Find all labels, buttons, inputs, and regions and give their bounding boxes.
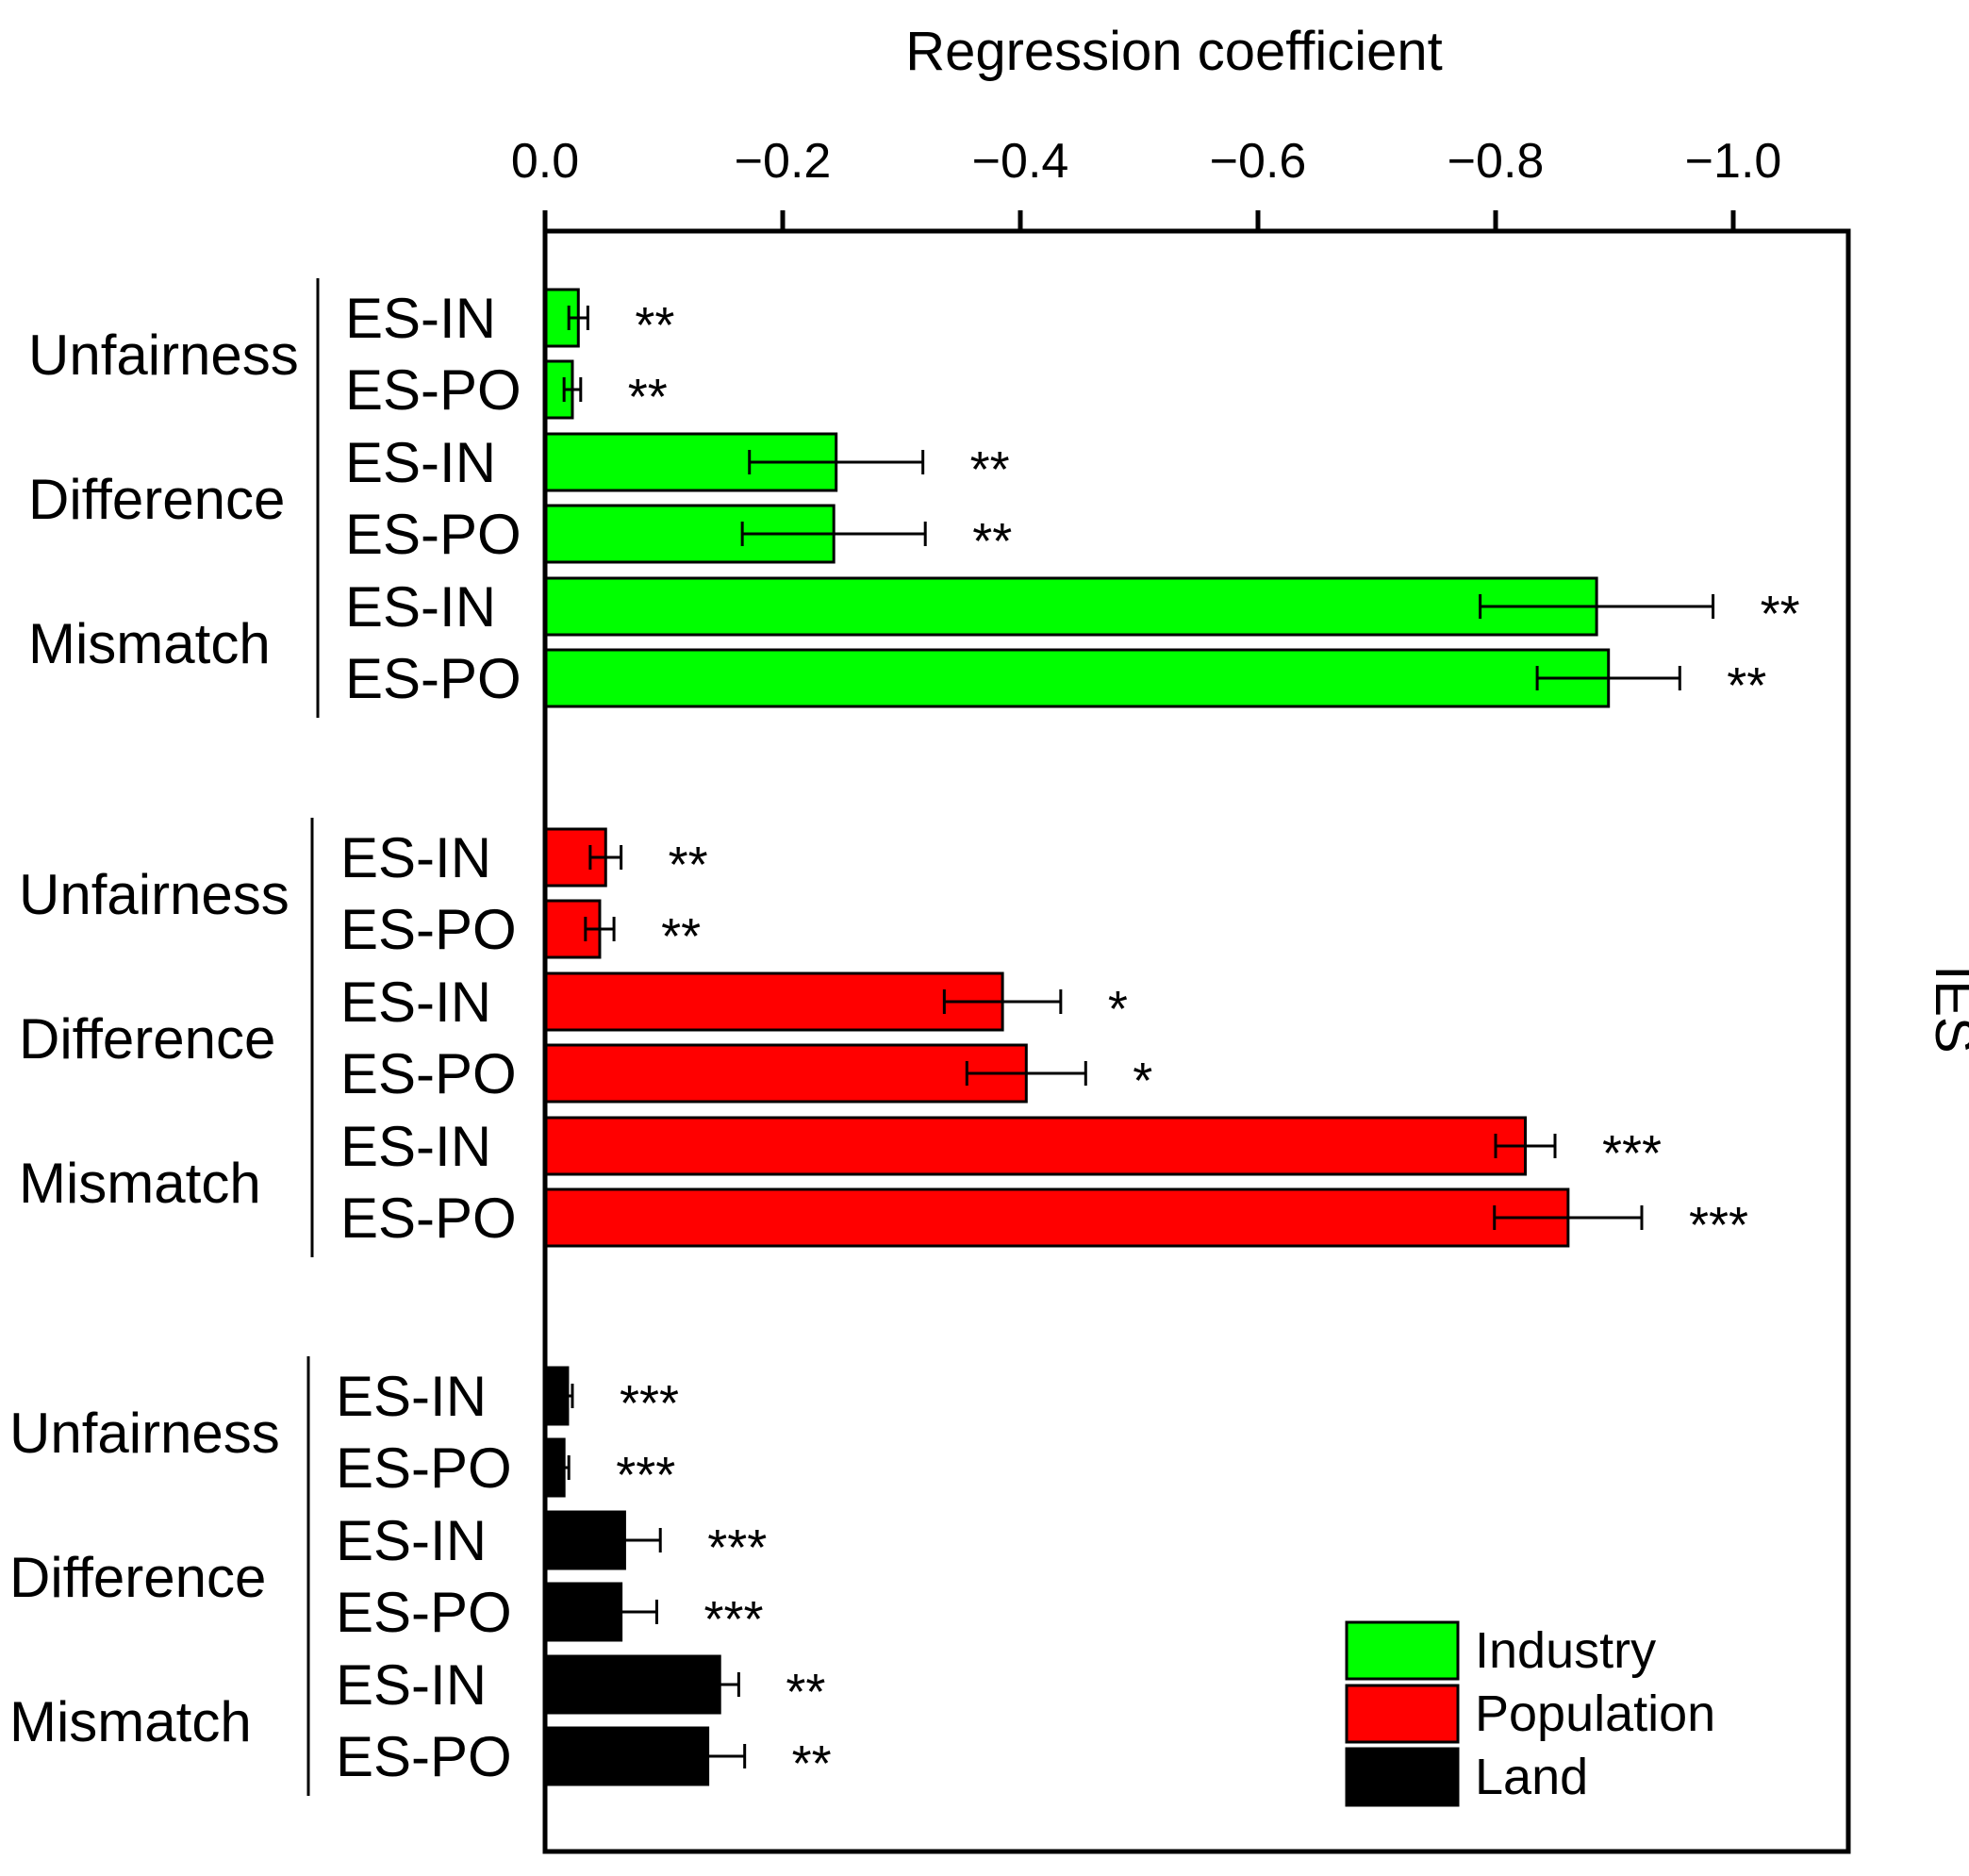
- measure-label: Mismatch: [19, 1152, 261, 1215]
- bar-label: ES-PO: [336, 1581, 512, 1644]
- bar: [543, 1043, 1028, 1104]
- bar-label: ES-PO: [345, 647, 521, 710]
- bar-label: ES-PO: [340, 1042, 517, 1105]
- significance-stars: **: [972, 513, 1012, 570]
- measure-label: Mismatch: [9, 1690, 252, 1753]
- bar: [543, 1654, 721, 1715]
- significance-stars: **: [628, 369, 668, 425]
- legend-swatch: [1345, 1620, 1460, 1681]
- x-axis-title: Regression coefficient: [905, 21, 1443, 82]
- significance-stars: ***: [1602, 1125, 1662, 1182]
- significance-stars: *: [1108, 981, 1128, 1038]
- bar-label: ES-IN: [336, 1509, 487, 1572]
- significance-stars: **: [970, 441, 1010, 498]
- category-labels: ES-IN ES-PO Unfairness ES-IN ES-PO Difference…: [9, 278, 521, 1796]
- bar-label: ES-PO: [345, 358, 521, 422]
- significance-stars: ***: [616, 1447, 675, 1503]
- bar-label: ES-IN: [336, 1365, 487, 1428]
- x-axis-ticks: 0.0 −0.2 −0.4 −0.6 −0.8 −1.0: [511, 134, 1781, 231]
- bar-label: ES-PO: [345, 503, 521, 566]
- bar-label: ES-PO: [340, 1187, 517, 1250]
- side-axis-title: IES: [1924, 965, 1969, 1054]
- measure-label: Unfairness: [19, 863, 290, 926]
- measure-label: Mismatch: [28, 612, 271, 675]
- significance-stars: **: [1727, 657, 1766, 714]
- bars-layer: ****************************************: [543, 288, 1800, 1792]
- significance-stars: **: [792, 1735, 832, 1792]
- measure-label: Difference: [9, 1546, 266, 1609]
- significance-stars: **: [635, 297, 674, 354]
- bar: [543, 1187, 1570, 1248]
- bar-label: ES-IN: [340, 826, 491, 889]
- bar: [543, 1116, 1527, 1176]
- bar-label: ES-PO: [340, 898, 517, 961]
- significance-stars: ***: [707, 1519, 767, 1576]
- x-tick-label: 0.0: [511, 134, 579, 189]
- measure-label: Unfairness: [9, 1402, 280, 1465]
- legend-label: Industry: [1475, 1622, 1656, 1679]
- x-tick-label: −0.6: [1210, 134, 1307, 189]
- x-tick-label: −0.2: [735, 134, 832, 189]
- bar-label: ES-IN: [345, 287, 496, 350]
- bar-label: ES-IN: [345, 431, 496, 494]
- significance-stars: *: [1133, 1053, 1152, 1109]
- x-tick-label: −1.0: [1685, 134, 1782, 189]
- significance-stars: **: [1761, 586, 1800, 642]
- measure-label: Unfairness: [28, 324, 299, 387]
- x-tick-label: −0.4: [972, 134, 1069, 189]
- bar: [543, 576, 1598, 637]
- significance-stars: **: [669, 837, 708, 893]
- bar: [543, 648, 1611, 708]
- significance-stars: ***: [1689, 1197, 1748, 1253]
- measure-label: Difference: [19, 1007, 275, 1071]
- legend-label: Land: [1475, 1749, 1588, 1805]
- plot-frame: [542, 228, 1851, 1854]
- significance-stars: **: [786, 1664, 825, 1720]
- measure-label: Difference: [28, 468, 285, 531]
- significance-stars: ***: [703, 1591, 763, 1648]
- legend: Industry Population Land: [1345, 1620, 1715, 1807]
- x-tick-label: −0.8: [1448, 134, 1545, 189]
- bar: [543, 971, 1004, 1032]
- significance-stars: **: [661, 908, 701, 965]
- bar-label: ES-IN: [345, 575, 496, 639]
- legend-swatch: [1345, 1684, 1460, 1744]
- significance-stars: ***: [620, 1375, 679, 1432]
- bar-label: ES-IN: [340, 971, 491, 1034]
- legend-label: Population: [1475, 1685, 1715, 1742]
- bar-label: ES-IN: [336, 1653, 487, 1717]
- bar-label: ES-PO: [336, 1725, 512, 1788]
- legend-swatch: [1345, 1747, 1460, 1807]
- bar-label: ES-IN: [340, 1115, 491, 1178]
- bar-label: ES-PO: [336, 1436, 512, 1500]
